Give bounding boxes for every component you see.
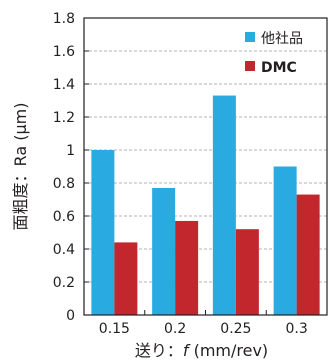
y-tick-label: 1.6 [53, 44, 75, 60]
legend: 他社品 DMC [245, 31, 303, 76]
y-axis-title: 面粗度：Ra (μm) [11, 103, 30, 231]
x-axis-title: 送り：f (mm/rev) [135, 341, 268, 360]
legend-label: DMC [261, 60, 297, 76]
y-axis-ticks: 0 0.2 0.4 0.6 0.8 1 1.2 1.4 1.6 1.8 [53, 11, 89, 324]
y-tick-label: 1.4 [53, 77, 75, 93]
bar-competitor [91, 150, 115, 315]
x-axis-title-suffix: (mm/rev) [188, 341, 268, 360]
bar-dmc [296, 194, 320, 315]
legend-label: 他社品 [261, 31, 303, 47]
y-tick-label: 1 [66, 143, 75, 159]
x-axis-title-variable: f [183, 341, 191, 360]
bar-dmc [175, 220, 199, 315]
x-tick-label: 0.3 [285, 321, 307, 337]
bar-competitor [212, 95, 236, 315]
x-tick-label: 0.2 [164, 321, 186, 337]
bar-dmc [235, 229, 259, 315]
bar-competitor [273, 166, 297, 315]
y-tick-label: 0.2 [53, 275, 75, 291]
x-tick-label: 0.25 [220, 321, 251, 337]
legend-swatch [245, 61, 255, 71]
x-axis-title-prefix: 送り： [135, 341, 183, 360]
y-tick-label: 0.6 [53, 209, 75, 225]
x-tick-label: 0.15 [99, 321, 130, 337]
y-tick-label: 1.2 [53, 110, 75, 126]
x-axis-ticks: 0.15 0.2 0.25 0.3 [99, 310, 308, 337]
y-tick-label: 1.8 [53, 11, 75, 27]
legend-swatch [245, 32, 255, 42]
bar-dmc [114, 242, 138, 315]
y-tick-label: 0.4 [53, 242, 75, 258]
bars [91, 95, 320, 315]
bar-competitor [152, 187, 176, 315]
y-tick-label: 0.8 [53, 176, 75, 192]
y-tick-label: 0 [66, 308, 75, 324]
